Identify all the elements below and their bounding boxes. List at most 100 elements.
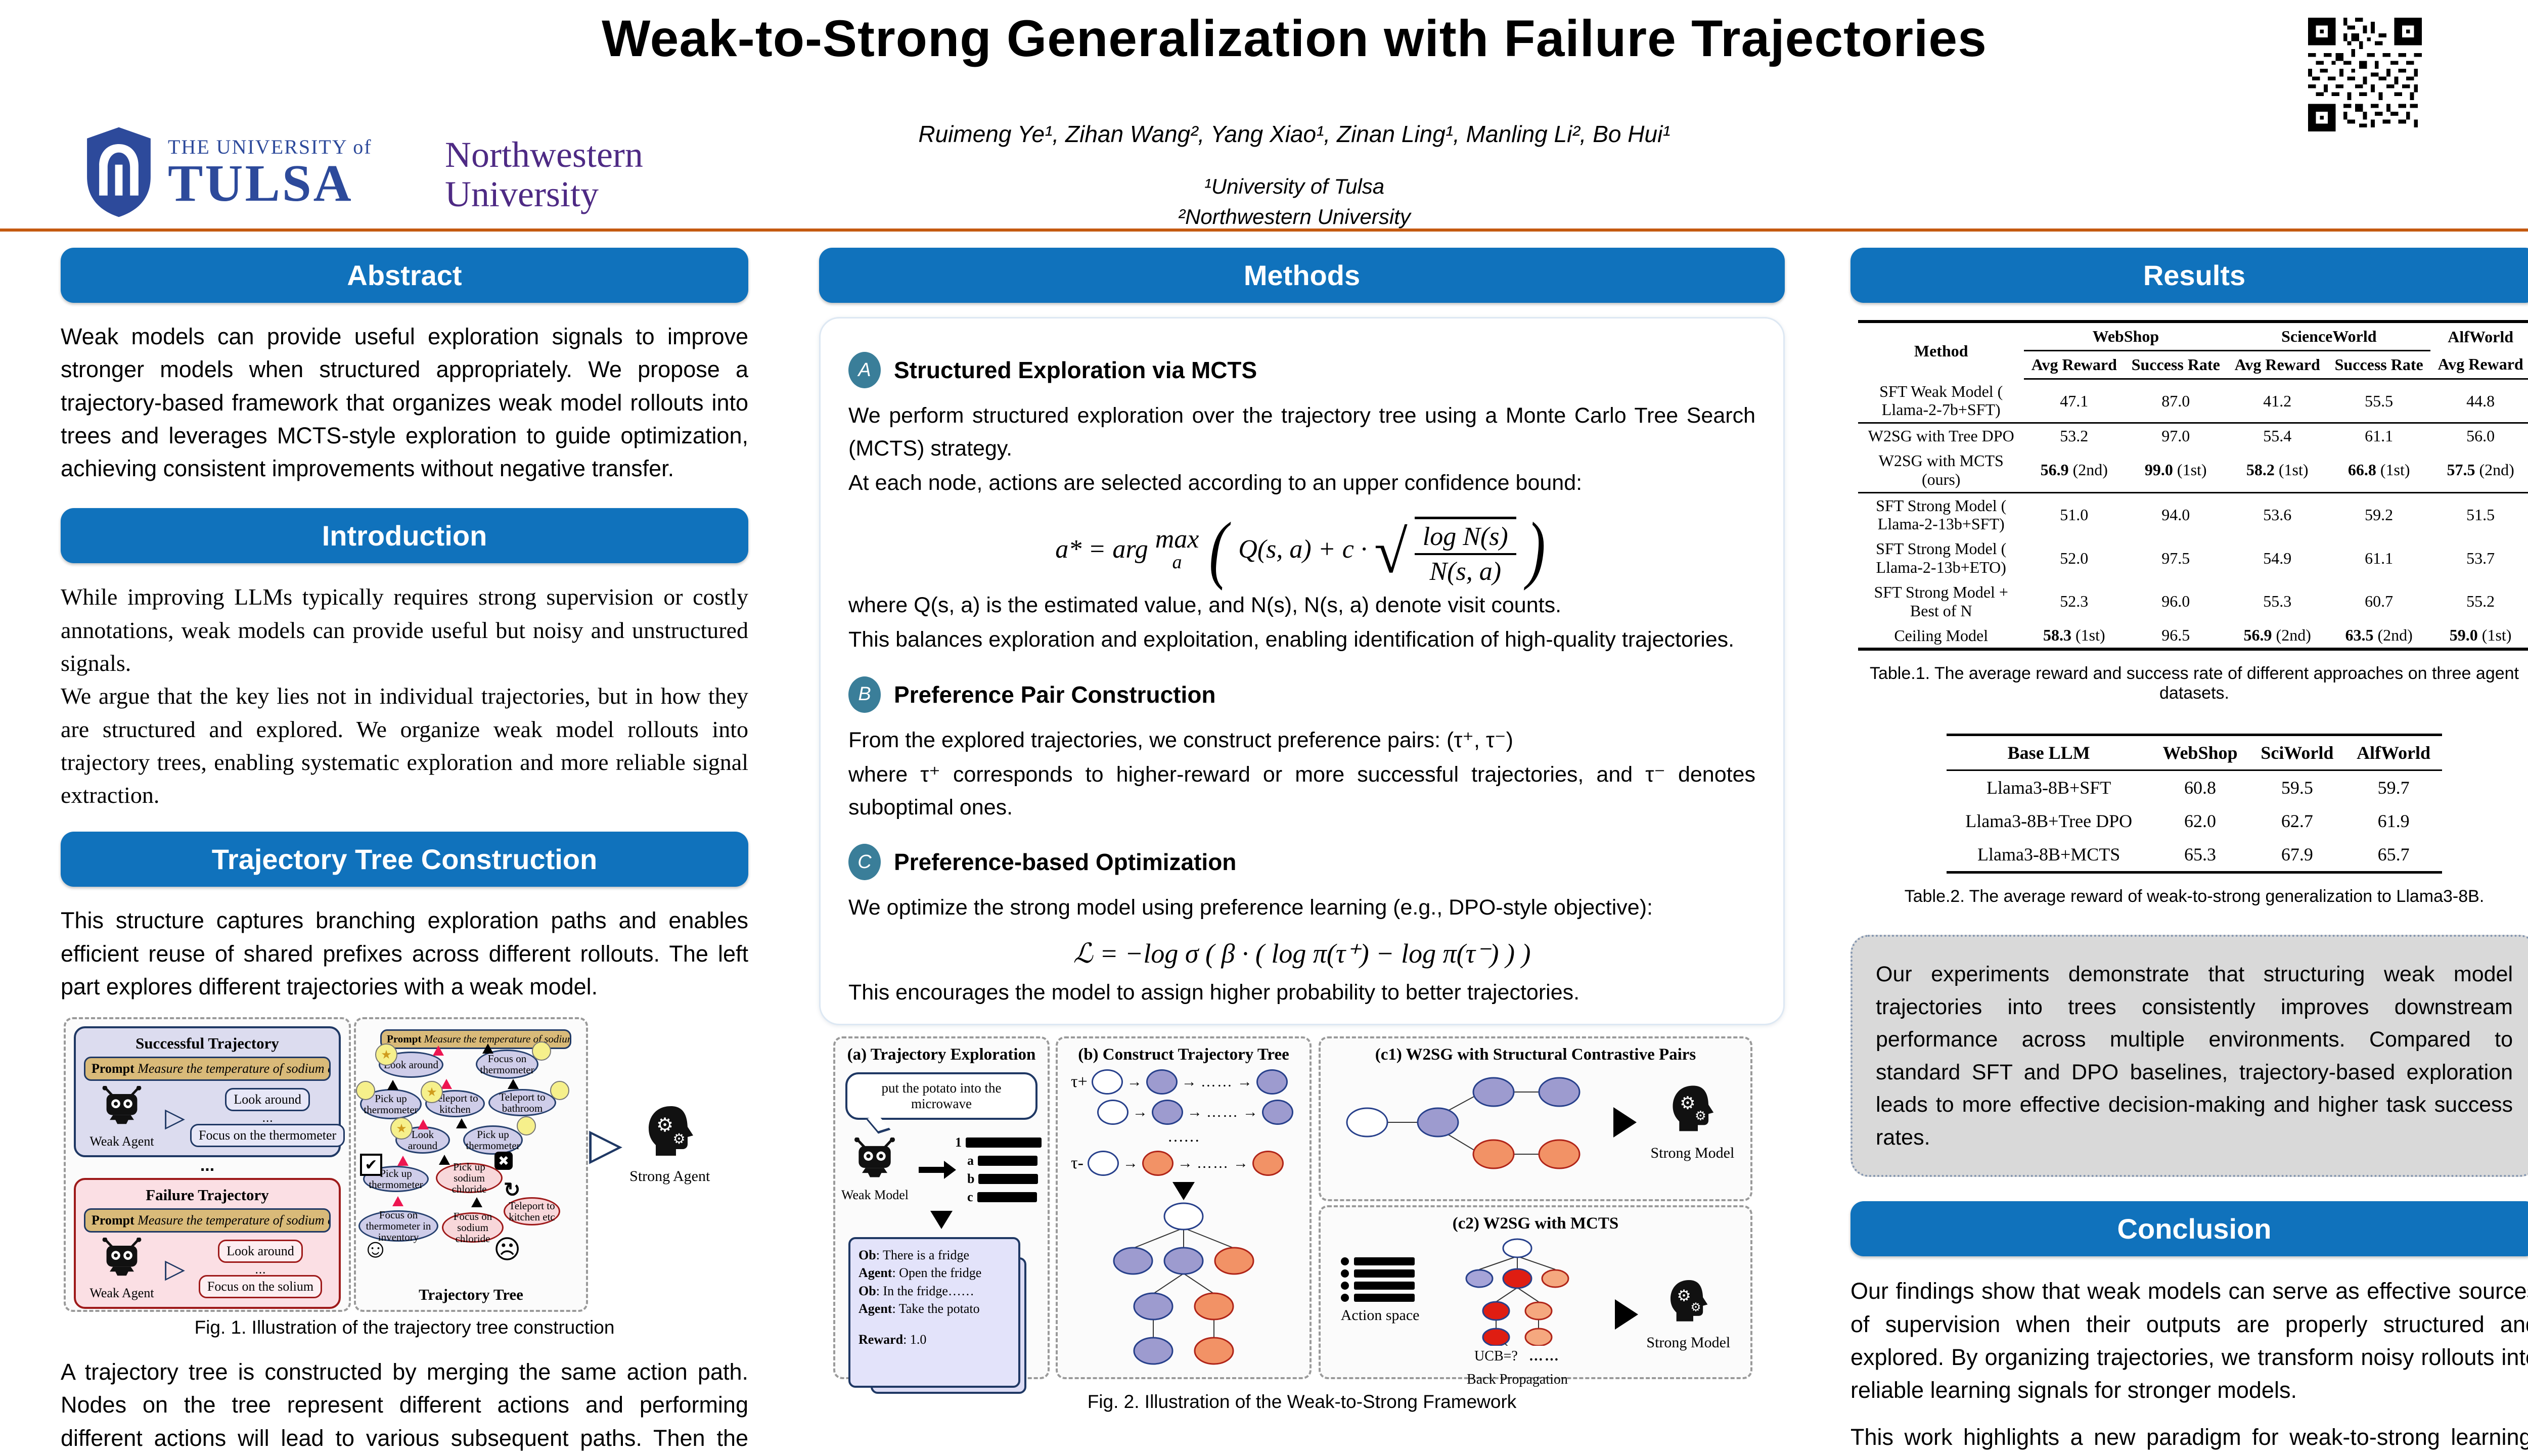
weak-model-label: Weak Model bbox=[841, 1187, 909, 1202]
value-cell: 55.5 bbox=[2327, 379, 2431, 424]
col-base-llm: Base LLM bbox=[1947, 735, 2151, 771]
ellipsis: ... bbox=[255, 1261, 266, 1277]
list-item: b bbox=[967, 1171, 1042, 1187]
value-cell: 56.9 (2nd) bbox=[2024, 448, 2125, 493]
method-line1: W2SG with Tree DPO bbox=[1868, 427, 2014, 445]
arrow: → bbox=[1133, 1104, 1148, 1121]
col-alfworld: AlfWorld bbox=[2345, 735, 2442, 771]
play-arrow-icon: ▷ bbox=[589, 1120, 623, 1169]
successful-trajectory-card: Successful Trajectory Prompt Measure the… bbox=[74, 1026, 345, 1158]
fig2-panel-a: (a) Trajectory Exploration put the potat… bbox=[833, 1036, 1050, 1394]
rank: (1st) bbox=[2380, 461, 2410, 479]
step-c-p2: This encourages the model to assign high… bbox=[848, 980, 1580, 1005]
node-orange bbox=[1142, 1151, 1173, 1176]
merged-tree bbox=[1058, 1200, 1310, 1370]
value-cell: 58.2 (1st) bbox=[2227, 448, 2328, 493]
play-arrow-icon: ▷ bbox=[165, 1103, 185, 1132]
tulsa-wordmark-main: TULSA bbox=[168, 154, 353, 212]
ucb-row: UCB=? …… bbox=[1441, 1348, 1593, 1364]
methods-heading: Methods bbox=[819, 248, 1785, 303]
node-purple bbox=[1262, 1100, 1293, 1125]
value-cell: 51.5 bbox=[2466, 505, 2495, 524]
arrow: → bbox=[1126, 1073, 1142, 1090]
method-cell: W2SG with Tree DPO bbox=[1858, 423, 2024, 449]
prompt-label: Prompt bbox=[92, 1061, 134, 1076]
list-item: a bbox=[967, 1153, 1042, 1168]
tulsa-logo: THE UNIVERSITY of TULSA bbox=[81, 125, 372, 221]
action-box: Look around bbox=[225, 1088, 310, 1112]
bar bbox=[1353, 1282, 1415, 1290]
method-line1: Ceiling Model bbox=[1894, 626, 1989, 645]
value-cell: 59.2 bbox=[2365, 505, 2394, 524]
successful-agent-row: Weak Agent ▷ Look around ... Focus on th… bbox=[84, 1085, 345, 1149]
col-alfworld: AlfWorld bbox=[2448, 327, 2514, 346]
edge-arrow bbox=[387, 1080, 398, 1090]
value: 59.0 bbox=[2449, 626, 2478, 645]
svg-text:⚙: ⚙ bbox=[1691, 1301, 1701, 1314]
method-cell: SFT Strong Model (Llama-2-13b+SFT) bbox=[1858, 492, 2024, 536]
edge-arrow bbox=[392, 1196, 403, 1207]
tulsa-wordmark-top: THE UNIVERSITY of bbox=[168, 135, 372, 158]
reward-label: Reward bbox=[859, 1332, 904, 1347]
list-item: 1 bbox=[955, 1135, 1042, 1150]
value-cell: 96.5 bbox=[2124, 623, 2227, 649]
action-space-row bbox=[1340, 1269, 1420, 1278]
bullet bbox=[1340, 1294, 1349, 1302]
step-c-title: Preference-based Optimization bbox=[894, 849, 1237, 876]
step-c-p1: We optimize the strong model using prefe… bbox=[848, 895, 1653, 920]
value-cell: 58.3 (1st) bbox=[2024, 623, 2124, 649]
ob-text: : There is a fridge bbox=[876, 1248, 970, 1263]
table1-head: Method WebShop ScienceWorld AlfWorld Avg… bbox=[1858, 322, 2528, 380]
strong-model: ⚙ ⚙ Strong Model bbox=[1646, 1278, 1730, 1351]
edge-arrow bbox=[508, 1079, 519, 1089]
weak-model-row: Weak Model 1 a b c bbox=[835, 1135, 1048, 1205]
value: 99.0 bbox=[2144, 461, 2173, 479]
middle-column: Methods A Structured Exploration via MCT… bbox=[819, 248, 1785, 1413]
value-cell: 59.0 (1st) bbox=[2430, 623, 2528, 649]
list-item: c bbox=[967, 1190, 1042, 1205]
affiliation-2: ²Northwestern University bbox=[1178, 205, 1411, 229]
value-cell: 55.2 bbox=[2466, 592, 2495, 611]
tree-node: Focus on sodium chloride bbox=[442, 1211, 504, 1244]
strong-agent-head-icon: ⚙ ⚙ bbox=[640, 1103, 700, 1168]
bar bbox=[1353, 1269, 1415, 1278]
fraction-numerator: log N(s) bbox=[1414, 522, 1516, 555]
action-box: Focus on the thermometer bbox=[190, 1124, 345, 1148]
rank: (2nd) bbox=[2072, 461, 2108, 479]
fraction-denominator: N(s, a) bbox=[1429, 557, 1502, 586]
reward-line: Reward: 1.0 bbox=[859, 1331, 1010, 1348]
node-orange bbox=[1252, 1151, 1284, 1176]
ob-label: Ob bbox=[859, 1248, 876, 1263]
prompt-box: Prompt Measure the temperature of sodium… bbox=[84, 1057, 331, 1081]
strong-agent-zone: ▷ ⚙ ⚙ Strong Agent bbox=[589, 1103, 741, 1185]
table-row-ours: W2SG with MCTS (ours) 56.9 (2nd) 99.0 (1s… bbox=[1858, 448, 2528, 493]
method-line2: Best of N bbox=[1910, 601, 1972, 620]
method-line1: SFT Strong Model ( bbox=[1876, 496, 2007, 515]
tree-construction-closing: A trajectory tree is constructed by merg… bbox=[61, 1359, 748, 1451]
tree-node: Teleport to kitchen etc bbox=[504, 1197, 560, 1226]
yellow-dot-icon bbox=[517, 1116, 536, 1136]
fig2c2-title: (c2) W2SG with MCTS bbox=[1452, 1214, 1619, 1233]
value-cell: 97.5 bbox=[2161, 549, 2190, 567]
method-line2: Llama-2-13b+SFT) bbox=[1877, 515, 2005, 533]
value-cell: 61.1 bbox=[2365, 427, 2394, 445]
method-cell: SFT Strong Model (Llama-2-13b+ETO) bbox=[1858, 536, 2024, 580]
edge-arrow bbox=[418, 1119, 429, 1130]
value: 56.9 bbox=[2040, 461, 2069, 479]
sub-avg-reward: Avg Reward bbox=[2430, 350, 2528, 380]
results-heading: Results bbox=[1850, 248, 2528, 303]
star-icon: ★ bbox=[421, 1081, 443, 1104]
value-cell: 53.6 bbox=[2263, 505, 2292, 524]
value-cell: 41.2 bbox=[2227, 379, 2328, 424]
rank: (1st) bbox=[2075, 626, 2105, 645]
rank: (2nd) bbox=[2479, 461, 2514, 479]
value-cell: 55.3 bbox=[2263, 592, 2292, 611]
arrow: → bbox=[1187, 1104, 1202, 1121]
author-list: Ruimeng Ye¹, Zihan Wang², Yang Xiao¹, Zi… bbox=[918, 121, 1671, 147]
tree-construction-body: This structure captures branching explor… bbox=[61, 907, 748, 999]
header-divider bbox=[0, 229, 2528, 232]
agent-line: Agent: Open the fridge bbox=[859, 1264, 1010, 1282]
svg-text:⚙: ⚙ bbox=[1680, 1094, 1696, 1113]
northwestern-line1: Northwestern bbox=[445, 134, 643, 175]
introduction-p1: While improving LLMs typically requires … bbox=[61, 584, 748, 676]
